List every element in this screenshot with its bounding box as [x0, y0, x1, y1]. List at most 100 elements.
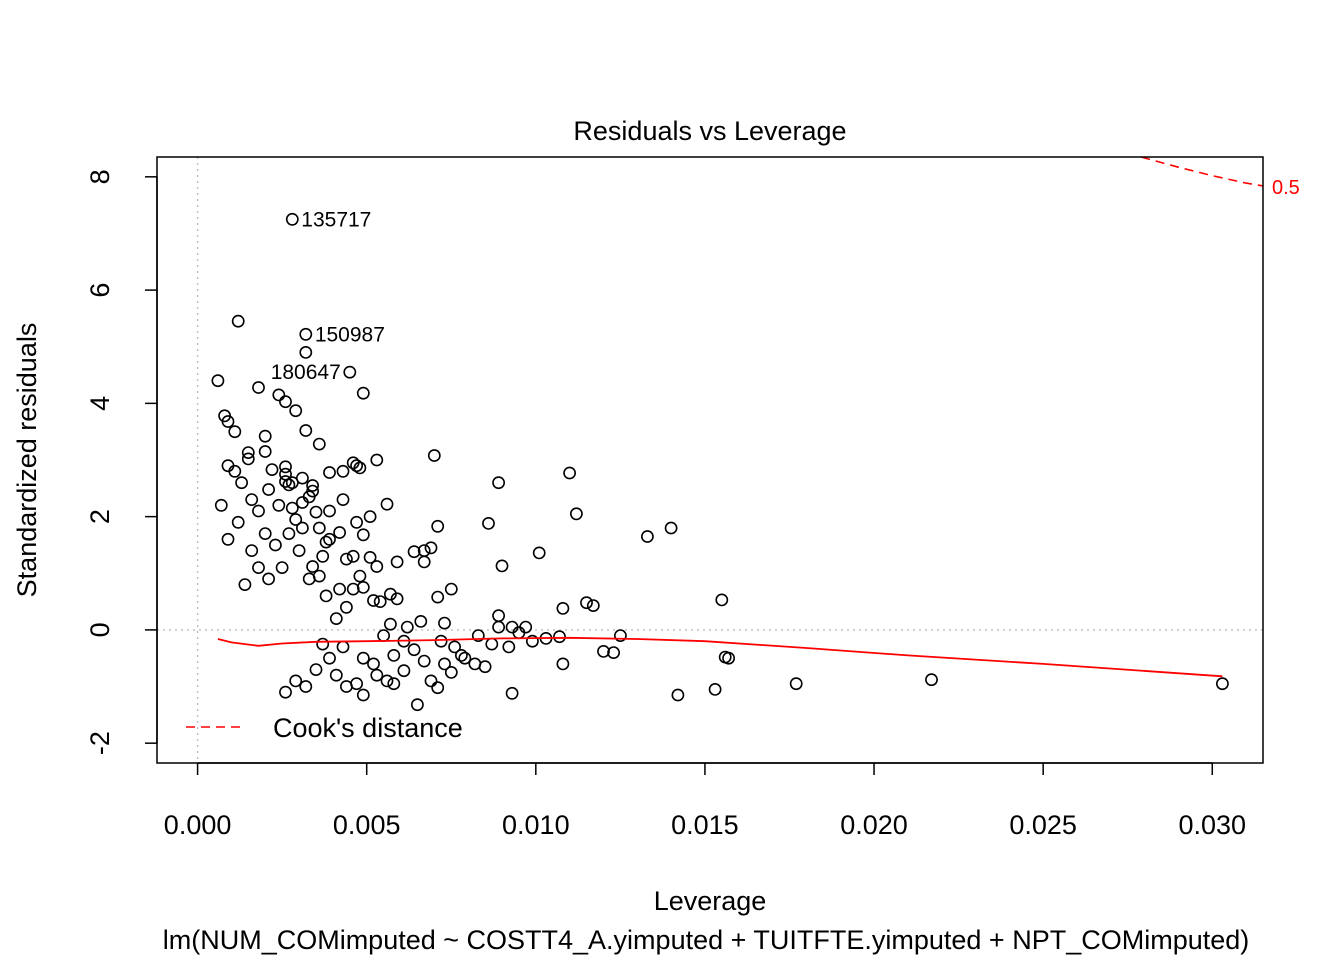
scatter-point	[417, 555, 431, 569]
scatter-point	[306, 560, 319, 573]
reference-lines	[157, 157, 1263, 763]
scatter-point	[312, 437, 326, 451]
scatter-point	[295, 521, 309, 535]
scatter-point	[367, 657, 380, 671]
scatter-point	[492, 476, 505, 490]
scatter-point	[221, 532, 235, 546]
scatter-point	[319, 535, 333, 549]
scatter-point	[336, 640, 350, 654]
y-tick-label: 8	[85, 169, 115, 184]
scatter-point	[438, 616, 451, 630]
scatter-point	[387, 649, 401, 662]
y-tick-label: 6	[85, 283, 115, 298]
scatter-point	[519, 620, 533, 634]
scatter-point	[492, 609, 505, 623]
scatter-point	[252, 561, 265, 574]
scatter-point	[722, 651, 735, 665]
scatter-point	[495, 559, 509, 573]
scatter-point	[350, 515, 363, 529]
scatter-point	[431, 519, 445, 533]
scatter-point	[295, 471, 309, 485]
plot-frame	[156, 156, 1264, 764]
scatter-point	[356, 386, 370, 400]
scatter-point	[289, 404, 303, 418]
scatter-point	[373, 595, 387, 608]
scatter-point	[262, 572, 275, 586]
scatter-point	[299, 345, 313, 359]
scatter-point	[431, 681, 445, 695]
scatter-point	[258, 527, 272, 540]
scatter-point	[563, 466, 576, 480]
scatter-point	[268, 538, 282, 552]
point-id-label: 135717	[301, 208, 371, 231]
y-axis: -2 0 2 4 6 8	[85, 169, 158, 755]
scatter-point	[458, 651, 472, 665]
scatter-point	[614, 629, 627, 642]
scatter-point	[400, 620, 414, 634]
y-tick-label: -2	[85, 731, 115, 755]
scatter-point	[309, 663, 323, 676]
point-id-label: 180647	[271, 361, 341, 384]
x-tick-label: 0.020	[840, 810, 908, 840]
y-tick-label: 4	[85, 396, 115, 411]
x-tick-label: 0.030	[1178, 810, 1246, 840]
scatter-point	[438, 657, 451, 671]
legend: Cook's distance	[186, 713, 463, 743]
y-tick-label: 2	[85, 509, 115, 524]
scatter-point	[407, 545, 421, 559]
scatter-point	[339, 680, 353, 693]
scatter-point	[214, 498, 228, 512]
scatter-point	[383, 617, 397, 631]
scatter-point	[414, 615, 428, 628]
scatter-point	[336, 493, 350, 506]
scatter-point	[252, 381, 265, 394]
scatter-point	[228, 425, 242, 439]
scatter-point	[641, 530, 654, 543]
scatter-point	[235, 476, 248, 490]
scatter-point	[252, 504, 265, 518]
scatter-point	[417, 654, 431, 668]
scatter-point	[323, 532, 336, 546]
scatter-point	[471, 629, 485, 642]
scatter-point	[245, 493, 259, 506]
scatter-point	[526, 634, 539, 648]
scatter-point	[295, 496, 309, 509]
scatter-point	[339, 600, 353, 614]
scatter-point	[556, 602, 570, 615]
scatter-point	[715, 593, 729, 607]
scatter-point	[424, 674, 438, 688]
scatter-point	[356, 688, 370, 702]
scatter-point	[282, 527, 296, 540]
x-axis: 0.000 0.005 0.010 0.015 0.020 0.025 0.030	[164, 762, 1246, 840]
scatter-point	[363, 510, 377, 523]
legend-cooks-label: Cook's distance	[273, 713, 463, 743]
scatter-point	[221, 459, 235, 473]
scatter-point	[570, 507, 583, 521]
scatter-point	[329, 612, 343, 625]
scatter-point	[367, 594, 380, 607]
scatter-point	[323, 504, 336, 518]
scatter-point	[532, 546, 546, 560]
scatter-point	[353, 569, 367, 583]
scatter-point	[272, 498, 286, 512]
x-tick-label: 0.005	[333, 810, 401, 840]
point-annotations: 135717 150987 180647	[271, 208, 385, 384]
scatter-point	[597, 645, 610, 658]
scatter-point	[285, 212, 299, 226]
scatter-point	[586, 599, 600, 612]
scatter-point	[279, 395, 292, 409]
scatter-point	[285, 476, 299, 490]
scatter-point	[410, 698, 424, 712]
scatter-point	[390, 592, 404, 606]
smoother-line	[217, 636, 1223, 678]
point-id-label: 150987	[315, 323, 385, 346]
scatter-point	[279, 467, 292, 481]
scatter-point	[299, 680, 313, 693]
scatter-point	[377, 629, 390, 642]
x-axis-label: Leverage	[654, 886, 767, 916]
scatter-point	[370, 453, 384, 467]
scatter-point	[407, 643, 421, 657]
scatter-point	[221, 415, 235, 428]
scatter-point	[397, 664, 411, 678]
